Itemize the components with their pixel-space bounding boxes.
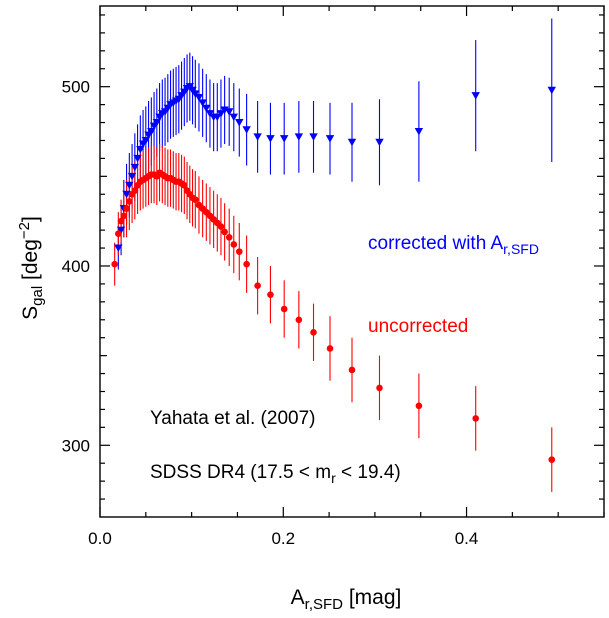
data-point-uncorrected: [415, 402, 423, 410]
data-point-corrected: [125, 181, 134, 190]
data-point-corrected: [266, 135, 275, 143]
annotation-sample-sub: r: [331, 470, 336, 486]
data-point-uncorrected: [326, 345, 334, 352]
marker-layer: [111, 83, 556, 463]
data-point-uncorrected: [235, 248, 243, 255]
y-tick-label: 500: [62, 78, 90, 97]
annotation-reference: Yahata et al. (2007): [150, 408, 315, 429]
data-point-corrected: [471, 92, 480, 100]
data-point-corrected: [147, 128, 156, 136]
annotation-sample: SDSS DR4 (17.5 < mr < 19.4): [150, 462, 401, 486]
data-point-corrected: [133, 154, 142, 163]
data-point-uncorrected: [548, 456, 556, 463]
data-point-uncorrected: [376, 384, 383, 392]
y-axis-label: Sgal [deg−2]: [16, 216, 46, 320]
y-axis-label-sup: −2: [16, 222, 33, 239]
data-point-corrected: [225, 108, 234, 116]
data-point-corrected: [375, 138, 384, 147]
y-axis-label-unit-post: ]: [19, 216, 42, 222]
data-point-corrected: [347, 138, 357, 147]
data-point-corrected: [216, 110, 226, 118]
x-axis-label-main: A: [291, 586, 305, 609]
data-point-uncorrected: [280, 305, 288, 313]
legend-uncorrected: uncorrected: [368, 316, 468, 337]
y-axis-label-main: S: [19, 306, 42, 320]
data-point-uncorrected: [221, 228, 228, 236]
data-point-corrected: [198, 99, 207, 107]
data-point-uncorrected: [181, 181, 188, 189]
data-point-uncorrected: [131, 187, 139, 194]
data-point-uncorrected: [120, 212, 128, 220]
x-tick-label: 0.4: [455, 529, 479, 548]
data-point-corrected: [141, 136, 151, 145]
x-axis-label: Ar,SFD [mag]: [291, 586, 402, 613]
x-tick-label: 0.0: [88, 529, 112, 548]
legend-corrected-sub: r,SFD: [503, 241, 539, 257]
data-point-corrected: [294, 133, 304, 141]
data-point-corrected: [279, 135, 289, 143]
y-tick-label: 300: [62, 436, 90, 455]
plot-frame: [99, 5, 605, 518]
data-point-corrected: [116, 226, 126, 235]
y-tick-label: 400: [62, 257, 90, 276]
data-point-corrected: [235, 119, 244, 127]
data-point-corrected: [152, 119, 162, 127]
data-point-uncorrected: [348, 366, 356, 374]
legend-corrected: corrected with Ar,SFD: [368, 233, 539, 257]
data-point-uncorrected: [230, 241, 238, 248]
data-point-corrected: [325, 135, 335, 143]
data-point-uncorrected: [243, 260, 250, 268]
data-point-corrected: [414, 128, 424, 136]
data-point-corrected: [136, 145, 145, 154]
data-point-uncorrected: [310, 329, 317, 336]
data-point-uncorrected: [225, 233, 233, 241]
data-point-corrected: [229, 113, 238, 122]
data-point-uncorrected: [192, 196, 199, 203]
y-axis-label-unit-pre: [deg: [19, 239, 42, 286]
data-point-corrected: [122, 190, 131, 199]
data-point-uncorrected: [115, 230, 122, 238]
data-point-uncorrected: [472, 415, 480, 422]
data-point-uncorrected: [126, 198, 133, 205]
data-point-uncorrected: [117, 217, 125, 225]
y-axis-label-sub: gal: [29, 286, 46, 306]
data-point-corrected: [202, 104, 211, 113]
annotation-sample-pre: SDSS DR4 (17.5 < m: [150, 462, 331, 483]
data-point-uncorrected: [267, 291, 274, 298]
data-point-corrected: [309, 133, 318, 141]
axis-ticks: 0.0 0.2 0.4 300 400 500: [62, 6, 605, 548]
annotation-sample-post: < 19.4): [336, 462, 401, 483]
x-axis-label-unit: [mag]: [343, 586, 401, 609]
data-point-corrected: [194, 93, 204, 102]
data-point-uncorrected: [254, 282, 261, 290]
data-point-corrected: [547, 86, 556, 95]
data-point-corrected: [213, 113, 222, 122]
x-tick-label: 0.2: [271, 529, 295, 548]
legend-corrected-main: corrected with A: [368, 233, 503, 254]
data-point-uncorrected: [217, 223, 225, 230]
data-point-corrected: [114, 244, 123, 253]
data-point-uncorrected: [123, 205, 130, 212]
data-point-corrected: [127, 172, 137, 181]
data-point-corrected: [242, 126, 251, 134]
data-point-corrected: [130, 163, 140, 172]
data-point-uncorrected: [111, 260, 118, 268]
x-axis-label-sub: r,SFD: [305, 596, 344, 613]
data-point-corrected: [253, 133, 262, 141]
data-point-uncorrected: [295, 316, 303, 324]
